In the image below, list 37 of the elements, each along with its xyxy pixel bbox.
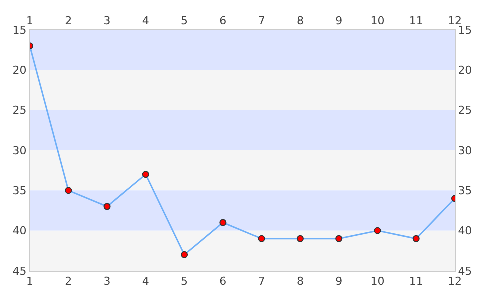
- x-tick-label: 5: [181, 14, 188, 28]
- y2-tick-label: 35: [458, 184, 472, 198]
- y-tick-label: 15: [12, 24, 27, 37]
- x-tick-label: 7: [258, 14, 266, 28]
- x2-tick-label: 7: [258, 275, 266, 288]
- x-tick-label: 8: [296, 14, 304, 28]
- y2-tick-label: 45: [458, 264, 472, 278]
- x2-tick-label: 3: [104, 275, 111, 288]
- x-tick-label: 10: [370, 14, 385, 28]
- x-tick-label: 1: [26, 14, 34, 28]
- x2-tick-label: 12: [448, 275, 462, 288]
- y-tick-label: 30: [12, 144, 27, 158]
- x-tick-label: 6: [220, 14, 227, 28]
- x2-tick-label: 9: [336, 275, 343, 288]
- x2-tick-label: 1: [26, 275, 34, 288]
- x-tick-label: 3: [104, 14, 111, 28]
- y-tick-label: 20: [12, 64, 27, 78]
- x-tick-label: 2: [65, 14, 72, 28]
- x2-tick-label: 10: [370, 275, 385, 288]
- x2-tick-label: 8: [296, 275, 304, 288]
- y2-tick-label: 15: [458, 24, 472, 37]
- x-tick-label: 11: [409, 14, 424, 28]
- x2-tick-label: 11: [409, 275, 424, 288]
- y-tick-label: 25: [12, 104, 27, 118]
- y-tick-label: 45: [12, 264, 27, 278]
- y2-tick-label: 20: [458, 64, 472, 78]
- y-tick-label: 40: [12, 224, 27, 238]
- x2-tick-label: 4: [142, 275, 150, 288]
- x-tick-label: 4: [142, 14, 150, 28]
- x2-tick-label: 6: [220, 275, 227, 288]
- x-tick-label: 9: [336, 14, 343, 28]
- y2-tick-label: 40: [458, 224, 472, 238]
- x2-tick-label: 2: [65, 275, 72, 288]
- y2-tick-label: 30: [458, 144, 472, 158]
- x2-tick-label: 5: [181, 275, 188, 288]
- y-tick-label: 35: [12, 184, 27, 198]
- y2-tick-label: 25: [458, 104, 472, 118]
